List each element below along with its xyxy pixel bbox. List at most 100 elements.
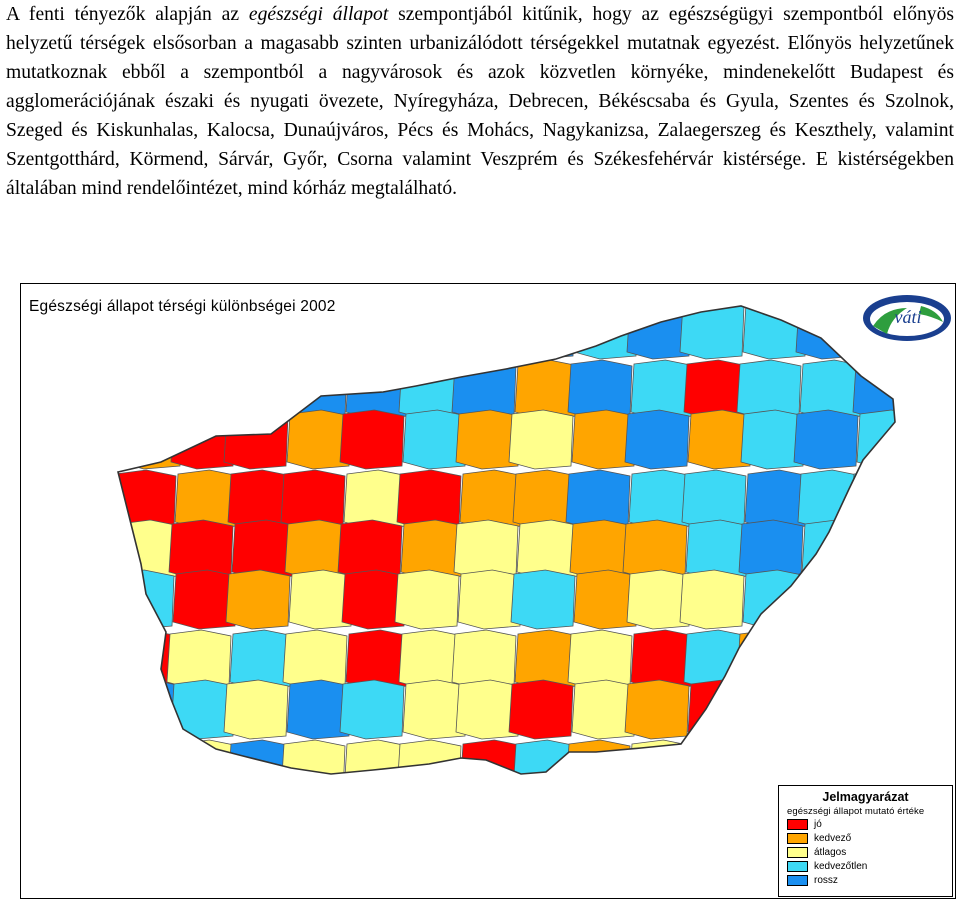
legend-swatch: [787, 874, 808, 886]
region-cells: [118, 306, 895, 774]
region-cell: [567, 629, 633, 690]
legend-swatch: [787, 860, 808, 872]
paragraph-text-end: szempontjából kitűnik, hogy az egészségü…: [6, 4, 955, 199]
region-cell: [174, 739, 240, 774]
region-cell: [229, 359, 295, 420]
country-outline: [117, 305, 896, 775]
region-cell: [687, 679, 753, 740]
region-cell: [394, 306, 460, 360]
region-cell: [341, 306, 407, 360]
region-cell: [402, 679, 468, 740]
region-cell: [339, 679, 405, 740]
region-cell: [856, 679, 895, 740]
region-cell: [736, 629, 802, 690]
region-cell: [679, 306, 745, 360]
region-cell: [339, 409, 405, 470]
region-cell: [510, 569, 576, 630]
region-cell: [510, 306, 576, 360]
region-cell: [337, 519, 403, 580]
paragraph-emphasis: egészségi állapot: [248, 4, 389, 25]
region-cell: [571, 679, 637, 740]
region-cell: [282, 629, 348, 690]
region-cell: [795, 306, 861, 360]
region-cell: [282, 359, 348, 420]
region-cell: [681, 739, 747, 774]
region-cell: [118, 569, 175, 630]
legend-label: rossz: [814, 874, 838, 886]
legend-item-jo: jó: [779, 817, 952, 831]
region-cell: [852, 629, 895, 690]
region-cell: [118, 679, 183, 740]
legend-swatch: [787, 846, 808, 858]
region-cell: [402, 409, 468, 470]
region-cell: [396, 739, 462, 774]
region-cell: [683, 629, 749, 690]
region-cell: [118, 469, 177, 530]
legend-item-kedvezo: kedvező: [779, 831, 952, 845]
region-cell: [457, 306, 523, 360]
region-cell: [223, 679, 289, 740]
legend-item-kedvezotlen: kedvezőtlen: [779, 859, 952, 873]
region-cell: [341, 569, 407, 630]
legend-title: Jelmagyarázat: [822, 790, 909, 804]
map-title: Egészségi állapot térségi különbségei 20…: [29, 298, 336, 315]
legend-item-rossz: rossz: [779, 873, 952, 887]
map-legend: Jelmagyarázat egészségi állapot mutató é…: [778, 785, 953, 897]
region-cell: [396, 469, 462, 530]
region-cell: [740, 679, 806, 740]
region-cell: [687, 409, 753, 470]
region-cell: [227, 739, 293, 774]
region-cell: [288, 569, 354, 630]
region-cell: [223, 409, 289, 470]
region-cell: [172, 569, 238, 630]
region-cell: [624, 679, 690, 740]
region-cell: [852, 359, 895, 420]
region-cell: [455, 409, 521, 470]
map-figure: Egészségi állapot térségi különbségei 20…: [20, 283, 956, 899]
region-cell: [738, 519, 804, 580]
region-cell: [508, 679, 574, 740]
region-cell: [118, 359, 179, 420]
region-cell: [512, 739, 578, 774]
legend-subtitle: egészségi állapot mutató értéke: [787, 806, 925, 817]
choropleth-map: [117, 305, 896, 775]
region-cell: [681, 469, 747, 530]
region-cell: [793, 679, 859, 740]
region-cell: [626, 569, 692, 630]
region-cell: [736, 359, 802, 420]
region-cell: [168, 519, 234, 580]
region-cell: [856, 409, 895, 470]
region-cell: [622, 519, 688, 580]
region-cell: [166, 629, 232, 690]
region-cell: [508, 409, 574, 470]
region-cell: [286, 679, 352, 740]
vati-logo-icon: váti: [863, 295, 951, 341]
region-cell: [854, 519, 895, 580]
legend-swatch: [787, 818, 808, 830]
region-cell: [451, 629, 517, 690]
region-cell: [850, 469, 895, 530]
region-cell: [280, 739, 346, 774]
region-cell: [795, 569, 861, 630]
body-paragraph: A fenti tényezők alapján az egészségi ál…: [6, 0, 954, 203]
region-cell: [567, 359, 633, 420]
region-cell: [280, 469, 346, 530]
region-cell: [225, 569, 291, 630]
legend-label: átlagos: [814, 846, 847, 858]
legend-label: kedvező: [814, 832, 852, 844]
paragraph-text-start: A fenti tényezők alapján az: [6, 4, 249, 25]
region-cell: [793, 409, 859, 470]
region-cell: [799, 629, 865, 690]
region-cell: [573, 569, 639, 630]
region-cell: [740, 409, 806, 470]
region-cell: [118, 739, 177, 774]
logo-text: váti: [895, 307, 922, 327]
region-cell: [455, 679, 521, 740]
region-cell: [624, 409, 690, 470]
region-cell: [453, 519, 519, 580]
region-cell: [679, 569, 745, 630]
region-cell: [797, 469, 863, 530]
region-cell: [457, 569, 523, 630]
legend-label: kedvezőtlen: [814, 860, 868, 872]
region-cell: [565, 739, 631, 774]
